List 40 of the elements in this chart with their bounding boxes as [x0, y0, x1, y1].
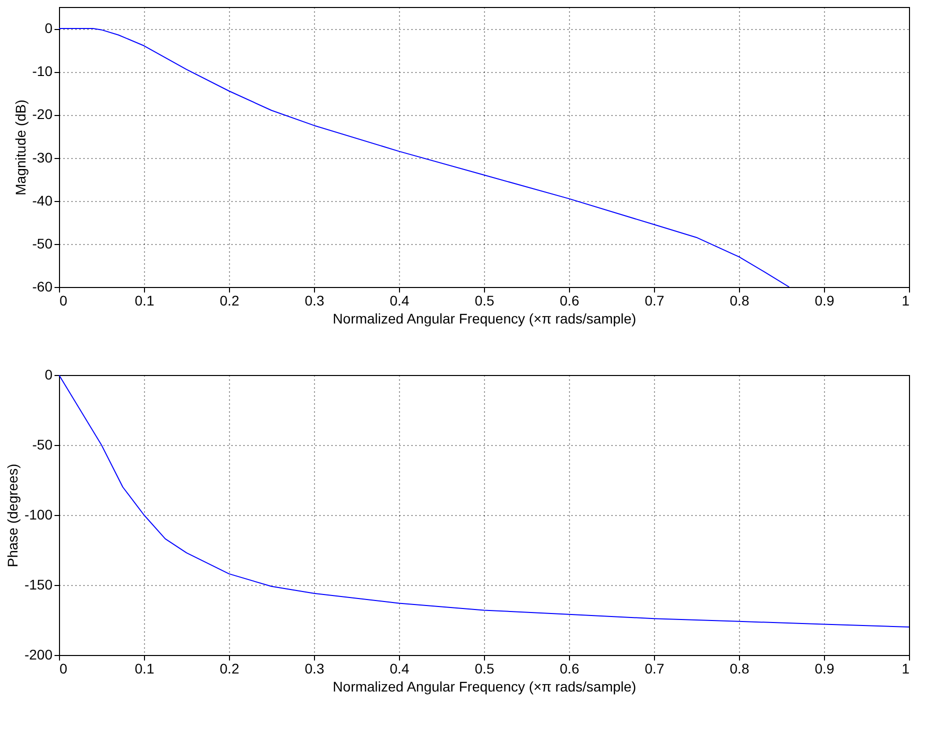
x-tick-label: 1 — [902, 660, 910, 676]
x-tick-label: 1 — [902, 292, 910, 308]
x-tick-label: 0 — [60, 660, 68, 676]
y-axis-title: Magnitude (dB) — [12, 100, 28, 196]
y-tick-label: -20 — [32, 106, 53, 122]
y-tick-label: -50 — [32, 235, 53, 252]
x-tick-label: 0 — [60, 292, 68, 308]
x-axis-title: Normalized Angular Frequency (×π rads/sample) — [332, 678, 636, 694]
x-tick-label: 0.5 — [474, 292, 494, 308]
y-tick-label: -30 — [32, 149, 53, 166]
x-tick-label: 0.4 — [390, 660, 410, 676]
x-tick-label: 0.8 — [730, 292, 750, 308]
y-tick-label: -150 — [24, 576, 53, 592]
x-tick-label: 0.3 — [304, 292, 324, 308]
y-tick-label: -40 — [32, 192, 53, 208]
y-axis-title: Phase (degrees) — [4, 464, 20, 568]
x-tick-label: 0.1 — [134, 292, 154, 308]
x-tick-label: 0.4 — [390, 292, 410, 308]
x-tick-label: 0.6 — [560, 292, 580, 308]
y-tick-label: -100 — [24, 506, 53, 522]
x-tick-label: 0.6 — [560, 660, 580, 676]
y-tick-label: -60 — [32, 278, 53, 294]
x-tick-label: 0.5 — [474, 660, 494, 676]
line-series — [59, 375, 909, 628]
x-tick-label: 0.2 — [220, 292, 240, 308]
y-tick-label: 0 — [44, 20, 53, 36]
x-tick-label: 0.3 — [304, 660, 324, 676]
x-tick-label: 0.7 — [644, 292, 664, 308]
line-series — [59, 28, 790, 287]
x-axis-title: Normalized Angular Frequency (×π rads/sample) — [332, 310, 636, 326]
x-tick-label: 0.9 — [814, 292, 834, 308]
x-tick-label: 0.7 — [644, 660, 664, 676]
y-tick-label: -50 — [32, 436, 53, 452]
y-tick-label: -10 — [32, 63, 53, 80]
y-tick-label: -200 — [24, 646, 53, 662]
x-tick-label: 0.9 — [814, 660, 834, 676]
x-tick-label: 0.2 — [220, 660, 240, 676]
x-tick-label: 0.8 — [730, 660, 750, 676]
x-tick-label: 0.1 — [134, 660, 154, 676]
y-tick-label: 0 — [44, 366, 53, 382]
